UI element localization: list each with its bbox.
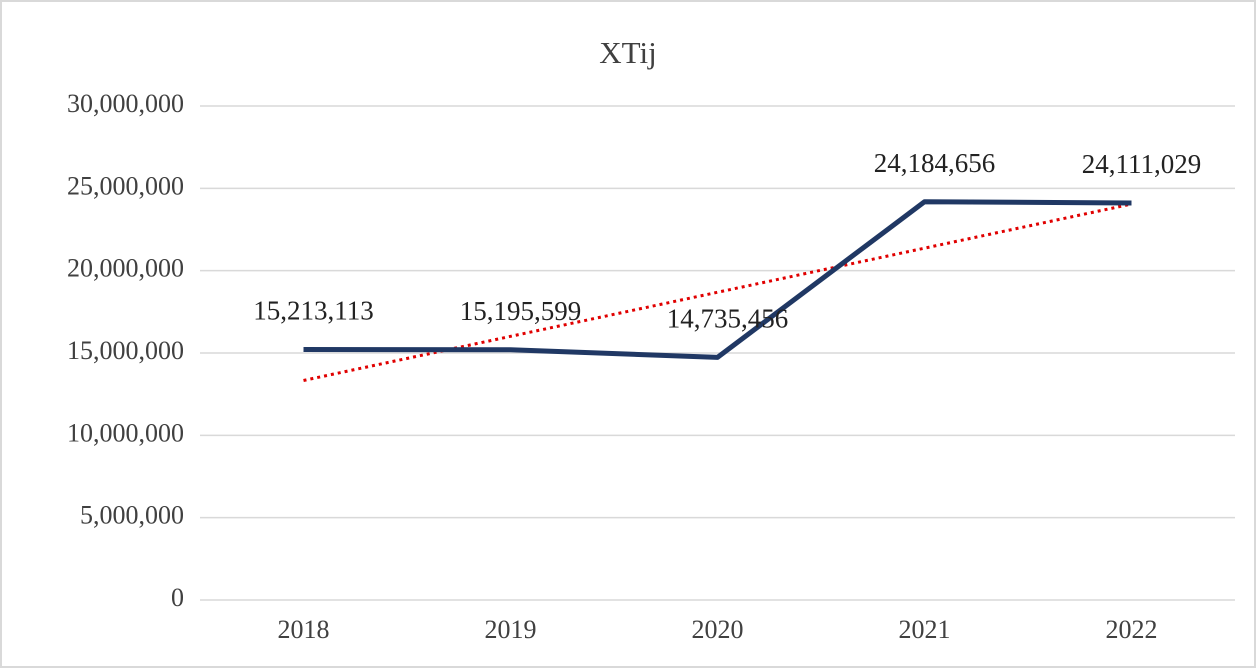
x-tick-label: 2022 <box>1106 615 1158 644</box>
data-label: 24,111,029 <box>1082 149 1202 179</box>
data-label: 14,735,456 <box>667 304 789 334</box>
y-tick-label: 15,000,000 <box>67 336 184 365</box>
chart-title: XTij <box>599 35 656 70</box>
data-line <box>303 199 1132 360</box>
data-label: 15,213,113 <box>253 296 374 326</box>
y-tick-label: 0 <box>171 583 184 612</box>
x-tick-label: 2020 <box>692 615 744 644</box>
y-tick-label: 25,000,000 <box>67 171 184 200</box>
y-tick-label: 30,000,000 <box>67 89 184 118</box>
data-label: 24,184,656 <box>874 148 996 178</box>
y-tick-label: 20,000,000 <box>67 254 184 283</box>
y-tick-label: 5,000,000 <box>80 501 184 530</box>
x-tick-label: 2021 <box>899 615 951 644</box>
data-label: 15,195,599 <box>460 296 582 326</box>
x-tick-label: 2018 <box>278 615 330 644</box>
x-tick-label: 2019 <box>485 615 537 644</box>
y-tick-label: 10,000,000 <box>67 418 184 447</box>
